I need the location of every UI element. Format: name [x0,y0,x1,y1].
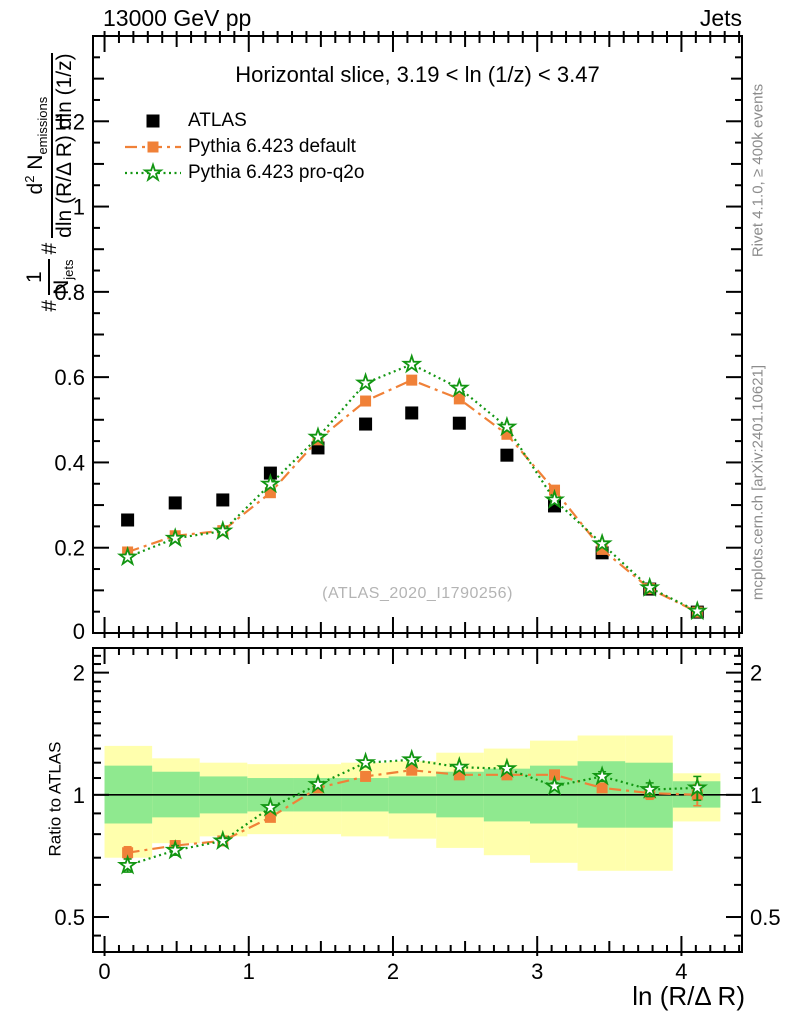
axis-tick-label: 2 [387,959,399,984]
x-axis-title: ln (R/Δ R) [632,981,745,1011]
axis-tick-label: 0.2 [54,536,85,561]
axis-tick-label: 0.5 [750,905,781,930]
axis-tick-label: 1 [243,959,255,984]
hash-symbol: # [38,242,61,255]
axis-tick-label: 0 [98,959,110,984]
axis-tick-label: 3 [531,959,543,984]
legend-label-pythia-proq2o: Pythia 6.423 pro-q2o [188,162,365,183]
emissions-fraction: d2 Nemissions dln (R/Δ R) dln (1/z) [21,53,78,238]
axis-tick-label: 0 [73,619,85,644]
rivet-version-credit: Rivet 4.1.0, ≥ 400k events [749,83,767,258]
ratio-series-1 [116,748,708,875]
axis-tick-label: 1 [73,783,85,808]
hash-symbol: # [38,299,61,312]
analysis-id-watermark: (ATLAS_2020_I1790256) [322,585,513,602]
axis-tick-label: 0.8 [54,280,85,305]
axis-tick-label: 2 [750,661,762,686]
main-series-2 [116,353,708,621]
njets-fraction: 1 Njets [23,259,77,295]
axis-tick-label: 0.4 [54,450,85,475]
ratio-axis-title: Ratio to ATLAS [45,741,65,857]
axis-tick-label: 1.2 [54,109,85,134]
mcplots-arxiv-credit: mcplots.cern.ch [arXiv:2401.10621] [749,364,767,601]
y-axis-title: # 1 Njets # d2 Nemissions dln (R/Δ R) dl… [8,23,92,347]
axis-tick-label: 0.5 [54,905,85,930]
legend-label-pythia-default: Pythia 6.423 default [188,136,356,157]
legend-label-atlas: ATLAS [188,110,247,131]
axis-tick-label: 1 [750,783,762,808]
process-label: Jets [699,5,742,31]
axis-ticks [93,31,742,956]
axis-tick-label: 0.6 [54,365,85,390]
axis-tick-labels: 0 1 2 3 4 0 0.2 0.4 0.6 0.8 1 1.2 0.5 0.5 1 1 2 2 [54,109,780,984]
legend-symbols [125,114,181,183]
beam-energy-label: 13000 GeV pp [103,5,252,31]
axis-tick-label: 1 [73,195,85,220]
plot-title: Horizontal slice, 3.19 < ln (1/z) < 3.47 [235,62,600,87]
axis-tick-label: 2 [73,661,85,686]
axis-tick-label: 4 [675,959,687,984]
